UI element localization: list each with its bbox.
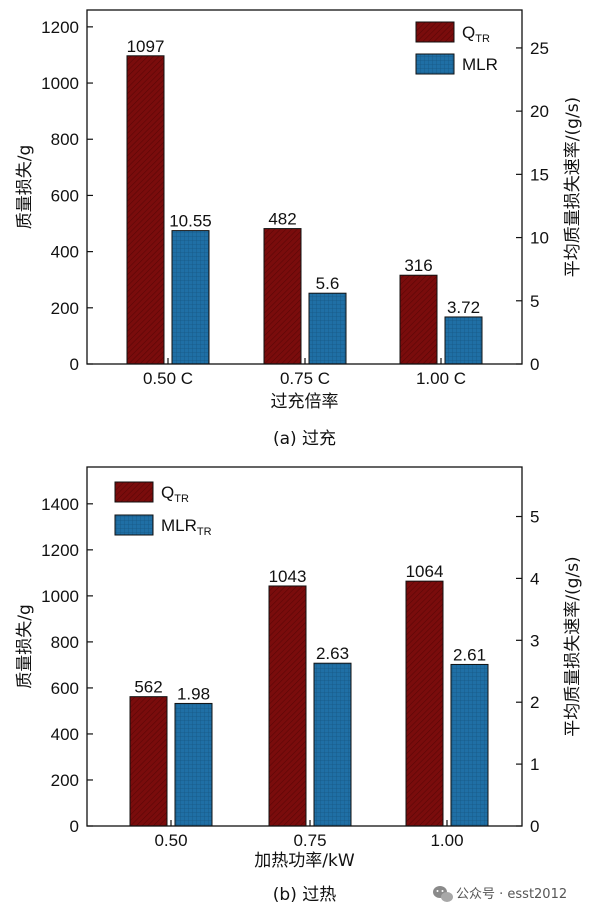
legend-label-sub: TR (174, 493, 189, 505)
panel-caption: (a) 过充 (273, 429, 336, 449)
bar-mlr-0 (174, 702, 213, 827)
bar-mlr-2 (444, 316, 483, 365)
watermark-text: 公众号 · esst2012 (456, 887, 567, 902)
legend-label: QTR (161, 483, 189, 505)
y-tick-label: 1400 (41, 495, 79, 514)
y-tick-label: 400 (51, 725, 79, 744)
legend-label-main: MLR (161, 516, 197, 535)
y2-tick-label: 15 (530, 165, 549, 184)
bar-q-1 (263, 228, 302, 365)
bar-q-2 (399, 274, 438, 365)
data-label: 5.6 (316, 274, 340, 293)
legend-swatch (114, 481, 154, 503)
data-label: 1.98 (177, 684, 210, 703)
y-tick-label: 0 (70, 817, 79, 836)
bar-q-1 (268, 585, 307, 827)
panel-caption: (b) 过热 (273, 885, 336, 905)
data-label: 1064 (406, 562, 444, 581)
legend-label: MLR (462, 55, 498, 74)
y-tick-label: 600 (51, 679, 79, 698)
x-tick-label: 1.00 C (416, 369, 466, 388)
bar-mlr-2 (450, 663, 489, 827)
x-tick-label: 0.50 (154, 831, 187, 850)
bar-q-2 (405, 580, 444, 827)
y-tick-label: 1200 (41, 541, 79, 560)
y2-tick-label: 5 (530, 508, 539, 527)
bar-mlr-0 (171, 230, 210, 365)
x-axis-title: 过充倍率 (271, 392, 339, 412)
legend-label-main: Q (462, 23, 475, 42)
x-axis-title: 加热功率/kW (254, 851, 355, 871)
legend-label-sub: TR (197, 526, 212, 538)
legend-swatch (415, 53, 455, 75)
panel-a: 109748231610.555.63.72020040060080010001… (15, 9, 583, 449)
bar-q-0 (126, 55, 165, 365)
y2-tick-label: 10 (530, 229, 549, 248)
y2-axis-title: 平均质量损失速率/(g/s) (563, 556, 583, 736)
y2-tick-label: 2 (530, 693, 539, 712)
y-tick-label: 800 (51, 633, 79, 652)
y-tick-label: 1000 (41, 587, 79, 606)
y-axis-title: 质量损失/g (15, 604, 35, 689)
data-label: 316 (404, 256, 432, 275)
y-tick-label: 200 (51, 771, 79, 790)
y2-tick-label: 20 (530, 102, 549, 121)
y2-tick-label: 5 (530, 292, 539, 311)
x-tick-label: 0.50 C (143, 369, 193, 388)
y-tick-label: 400 (51, 243, 79, 262)
legend-label: MLRTR (161, 516, 212, 538)
x-tick-label: 0.75 C (280, 369, 330, 388)
y2-tick-label: 25 (530, 39, 549, 58)
y-axis-title: 质量损失/g (15, 145, 35, 230)
plot-frame (86, 466, 523, 827)
data-label: 1097 (127, 37, 165, 56)
y2-axis-title: 平均质量损失速率/(g/s) (563, 97, 583, 277)
legend-label-main: Q (161, 483, 174, 502)
y-tick-label: 1200 (41, 18, 79, 37)
bar-q-0 (129, 696, 168, 827)
data-label: 562 (134, 678, 162, 697)
y-tick-label: 200 (51, 299, 79, 318)
legend-swatch (114, 514, 154, 536)
y-tick-label: 600 (51, 186, 79, 205)
legend-label-sub: TR (475, 33, 490, 45)
data-label: 2.61 (453, 645, 486, 664)
x-tick-label: 1.00 (430, 831, 463, 850)
y2-tick-label: 4 (530, 569, 539, 588)
legend-label: QTR (462, 23, 490, 45)
data-label: 1043 (269, 567, 307, 586)
data-label: 10.55 (169, 212, 212, 231)
y-tick-label: 1000 (41, 74, 79, 93)
wechat-icon (433, 886, 453, 902)
y2-tick-label: 0 (530, 817, 539, 836)
data-label: 482 (268, 210, 296, 229)
bar-mlr-1 (313, 662, 352, 827)
y2-tick-label: 3 (530, 631, 539, 650)
legend-label-main: MLR (462, 55, 498, 74)
watermark-group: 公众号 · esst2012 (433, 886, 567, 902)
y2-tick-label: 1 (530, 755, 539, 774)
data-label: 2.63 (316, 644, 349, 663)
x-tick-label: 0.75 (293, 831, 326, 850)
data-label: 3.72 (447, 298, 480, 317)
legend-swatch (415, 21, 455, 43)
bar-mlr-1 (308, 292, 347, 365)
y2-tick-label: 0 (530, 355, 539, 374)
y-tick-label: 800 (51, 130, 79, 149)
y-tick-label: 0 (70, 355, 79, 374)
